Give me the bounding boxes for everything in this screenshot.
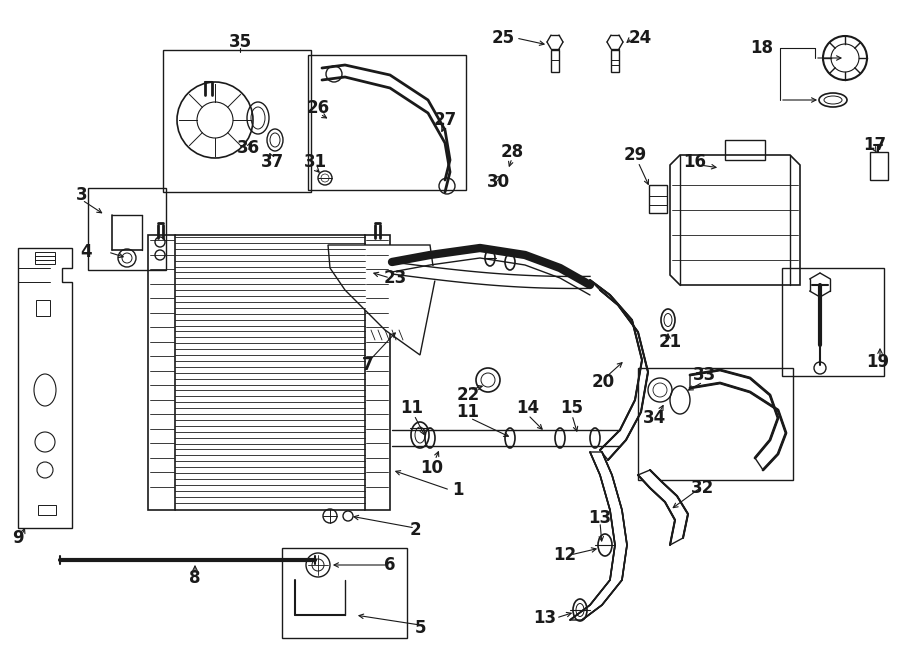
Polygon shape	[365, 235, 390, 510]
Text: 28: 28	[500, 143, 524, 161]
Text: 7: 7	[362, 356, 374, 374]
Text: 6: 6	[384, 556, 396, 574]
Text: 9: 9	[13, 529, 23, 547]
Text: 15: 15	[561, 399, 583, 417]
Bar	[870, 152, 888, 180]
Text: 4: 4	[80, 243, 92, 261]
Text: 10: 10	[420, 459, 444, 477]
Bar	[782, 268, 884, 376]
Text: 31: 31	[303, 153, 327, 171]
Text: 11: 11	[456, 403, 480, 421]
Text: 13: 13	[589, 509, 612, 527]
Text: 20: 20	[591, 373, 615, 391]
Text: 29: 29	[624, 146, 646, 164]
Polygon shape	[670, 155, 800, 285]
Text: 17: 17	[863, 136, 886, 154]
Polygon shape	[18, 248, 72, 528]
Text: 24: 24	[628, 29, 652, 47]
Text: 18: 18	[751, 39, 773, 57]
Text: 11: 11	[400, 399, 424, 417]
Polygon shape	[392, 262, 590, 295]
Polygon shape	[690, 370, 786, 470]
Polygon shape	[328, 245, 435, 355]
Text: 36: 36	[237, 139, 259, 157]
Text: 19: 19	[867, 353, 889, 371]
Text: 3: 3	[76, 186, 88, 204]
Bar	[38, 505, 56, 515]
Bar	[35, 252, 55, 264]
Text: 25: 25	[491, 29, 515, 47]
Text: 13: 13	[534, 609, 556, 627]
Bar	[163, 50, 311, 192]
Text: 32: 32	[690, 479, 714, 497]
Bar	[638, 368, 793, 480]
Text: 16: 16	[683, 153, 706, 171]
Text: 27: 27	[434, 111, 456, 129]
Text: 2: 2	[410, 521, 421, 539]
Text: 1: 1	[452, 481, 464, 499]
Text: 33: 33	[693, 366, 716, 384]
Text: 26: 26	[306, 99, 329, 117]
Bar	[308, 55, 466, 190]
Polygon shape	[570, 452, 627, 620]
Text: 30: 30	[486, 173, 509, 191]
Bar	[35, 256, 55, 260]
Polygon shape	[148, 235, 175, 510]
Text: 12: 12	[554, 546, 577, 564]
Text: 35: 35	[229, 33, 252, 51]
Bar	[649, 185, 667, 213]
Text: 14: 14	[517, 399, 540, 417]
Bar	[36, 300, 50, 316]
Bar	[88, 188, 166, 270]
Text: 23: 23	[383, 269, 407, 287]
Polygon shape	[638, 470, 688, 545]
Text: 5: 5	[414, 619, 426, 637]
Bar	[282, 548, 407, 638]
Bar	[611, 50, 619, 72]
Text: 37: 37	[260, 153, 284, 171]
Text: 22: 22	[456, 386, 480, 404]
Text: 21: 21	[659, 333, 681, 351]
Bar	[725, 140, 765, 160]
Text: 34: 34	[644, 409, 667, 427]
Bar	[551, 50, 559, 72]
Polygon shape	[590, 280, 648, 460]
Text: 8: 8	[189, 569, 201, 587]
